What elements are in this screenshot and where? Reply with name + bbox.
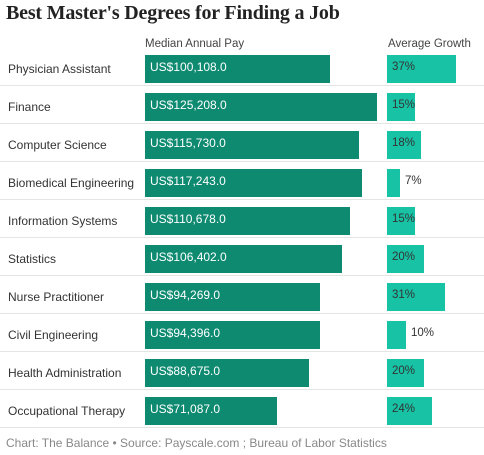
category-label: Computer Science	[8, 138, 107, 152]
growth-bar	[387, 321, 406, 349]
category-label: Occupational Therapy	[8, 404, 126, 418]
pay-value-label: US$117,243.0	[150, 174, 226, 188]
pay-bar	[145, 207, 350, 235]
row-separator	[0, 275, 484, 276]
pay-value-label: US$94,269.0	[150, 288, 221, 302]
pay-bar	[145, 93, 377, 121]
growth-bar	[387, 93, 415, 121]
growth-bar	[387, 397, 432, 425]
row-separator	[0, 351, 484, 352]
pay-bar	[145, 131, 359, 159]
pay-value-label: US$110,678.0	[150, 212, 226, 226]
pay-bar	[145, 359, 309, 387]
category-label: Biomedical Engineering	[8, 176, 135, 190]
growth-value-label: 37%	[392, 61, 416, 73]
growth-value-label: 15%	[392, 99, 416, 111]
column-header-growth: Average Growth	[388, 38, 471, 50]
pay-bar	[145, 283, 320, 311]
row-separator	[0, 199, 484, 200]
pay-value-label: US$71,087.0	[150, 402, 221, 416]
row-separator	[0, 313, 484, 314]
growth-value-label: 24%	[392, 403, 416, 415]
category-label: Nurse Practitioner	[8, 290, 105, 304]
pay-bar	[145, 321, 320, 349]
category-label: Health Administration	[8, 366, 122, 380]
row-separator	[0, 123, 484, 124]
growth-bar	[387, 359, 424, 387]
growth-value-label: 31%	[392, 289, 416, 301]
growth-value-label: 18%	[392, 137, 416, 149]
growth-value-label: 20%	[392, 365, 416, 377]
category-label: Statistics	[8, 252, 57, 266]
column-header-pay: Median Annual Pay	[145, 38, 245, 50]
growth-value-label: 15%	[392, 213, 416, 225]
row-separator	[0, 237, 484, 238]
row-separator	[0, 389, 484, 390]
chart-source: Chart: The Balance • Source: Payscale.co…	[6, 436, 387, 450]
category-label: Information Systems	[8, 214, 118, 228]
pay-bar	[145, 169, 362, 197]
pay-value-label: US$88,675.0	[150, 364, 221, 378]
growth-bar	[387, 169, 400, 197]
pay-value-label: US$94,396.0	[150, 326, 221, 340]
pay-bar	[145, 55, 330, 83]
growth-bar	[387, 245, 424, 273]
growth-value-label: 20%	[392, 251, 416, 263]
growth-value-label: 10%	[411, 327, 435, 339]
growth-bar	[387, 207, 415, 235]
category-label: Civil Engineering	[8, 328, 99, 342]
chart-title: Best Master's Degrees for Finding a Job	[6, 2, 340, 24]
pay-value-label: US$100,108.0	[150, 60, 227, 74]
pay-value-label: US$125,208.0	[150, 98, 227, 112]
pay-value-label: US$106,402.0	[150, 250, 227, 264]
row-separator	[0, 85, 484, 86]
growth-value-label: 7%	[405, 175, 422, 187]
category-label: Physician Assistant	[8, 62, 111, 76]
pay-bar	[145, 245, 342, 273]
pay-value-label: US$115,730.0	[150, 136, 226, 150]
growth-bar	[387, 55, 456, 83]
growth-bar	[387, 283, 445, 311]
growth-bar	[387, 131, 421, 159]
pay-bar	[145, 397, 277, 425]
row-separator	[0, 161, 484, 162]
row-separator	[0, 427, 484, 428]
category-label: Finance	[8, 100, 51, 114]
